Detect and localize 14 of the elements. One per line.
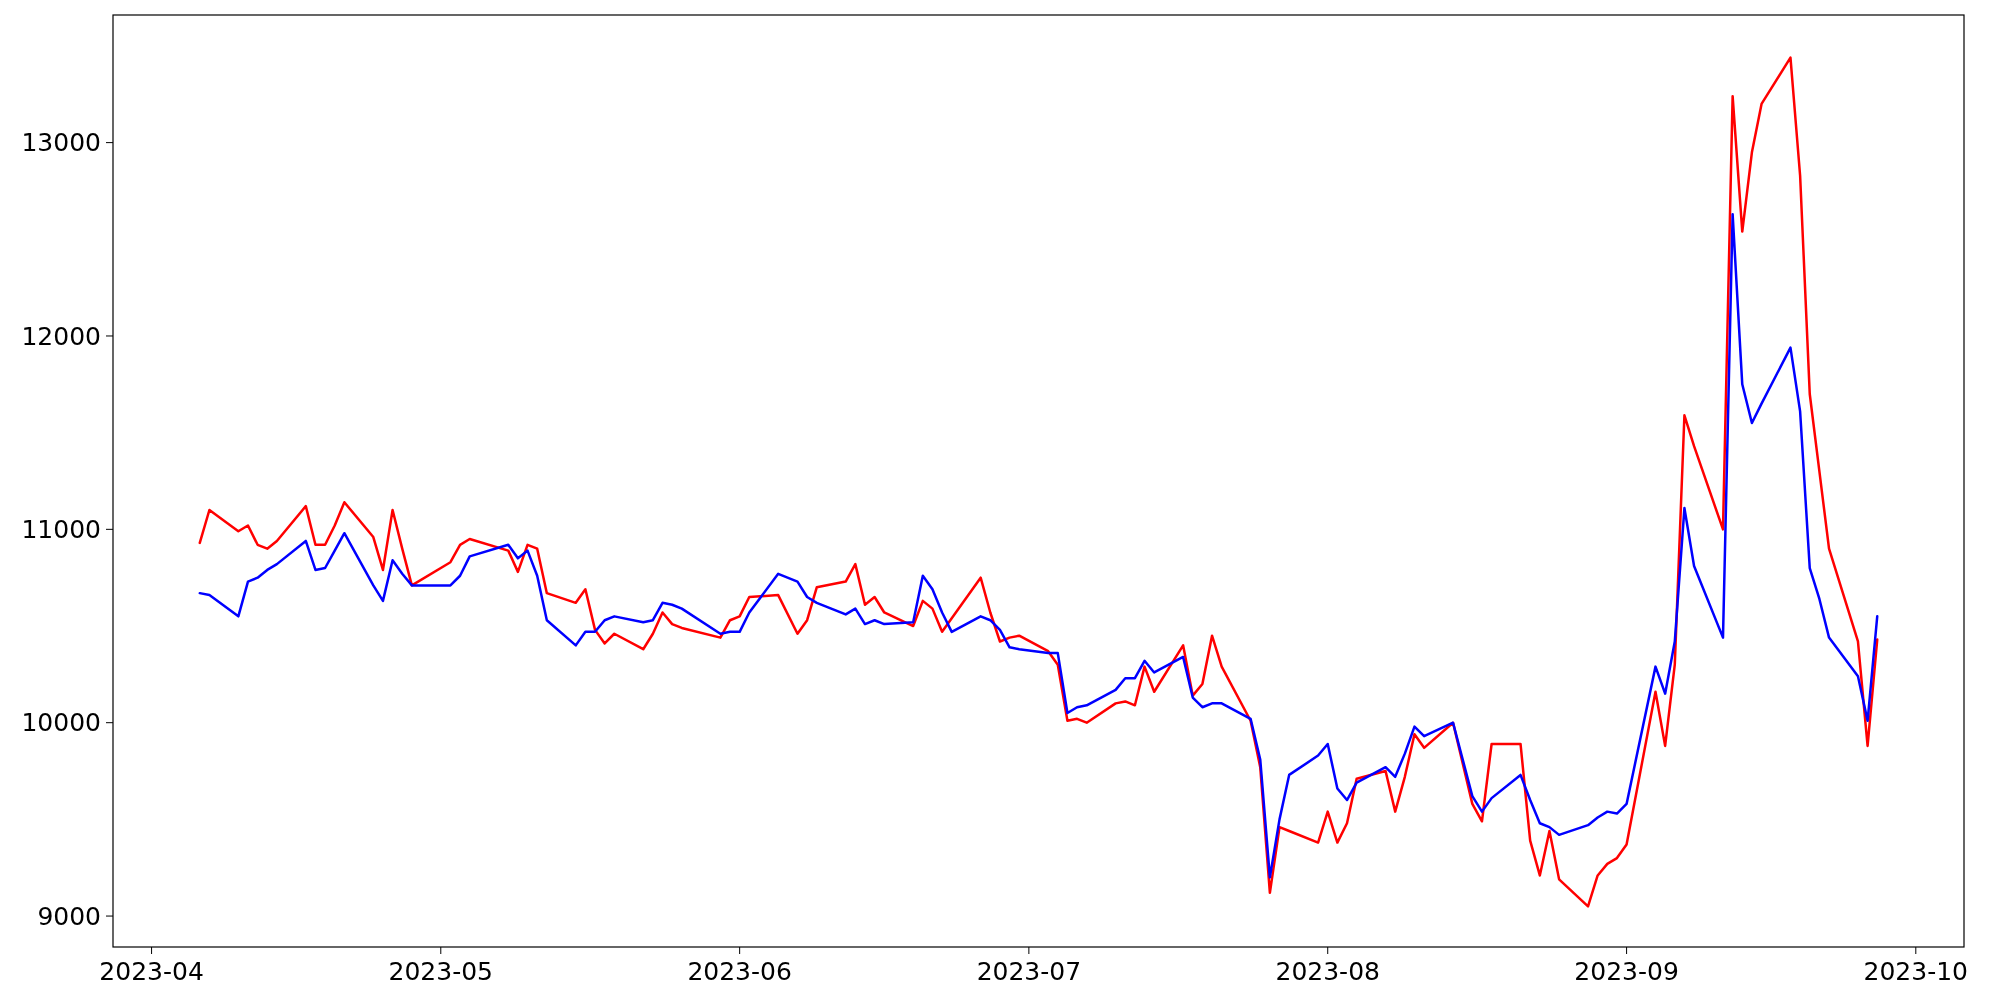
y-tick-label: 10000 (21, 708, 101, 738)
line-series (198, 56, 1879, 908)
x-tick-label: 2023-07 (976, 957, 1082, 986)
line-series (198, 212, 1879, 879)
y-tick-label: 9000 (37, 901, 101, 931)
x-tick-label: 2023-04 (99, 957, 204, 986)
y-tick-label: 11000 (21, 515, 101, 545)
x-tick-label: 2023-09 (1574, 957, 1679, 986)
x-tick-label: 2023-06 (687, 957, 792, 986)
y-tick-label: 12000 (21, 321, 101, 351)
x-tick-label: 2023-05 (388, 957, 494, 986)
x-tick-label: 2023-10 (1863, 957, 1969, 986)
y-tick-label: 13000 (21, 128, 101, 158)
x-tick-label: 2023-08 (1275, 957, 1380, 986)
